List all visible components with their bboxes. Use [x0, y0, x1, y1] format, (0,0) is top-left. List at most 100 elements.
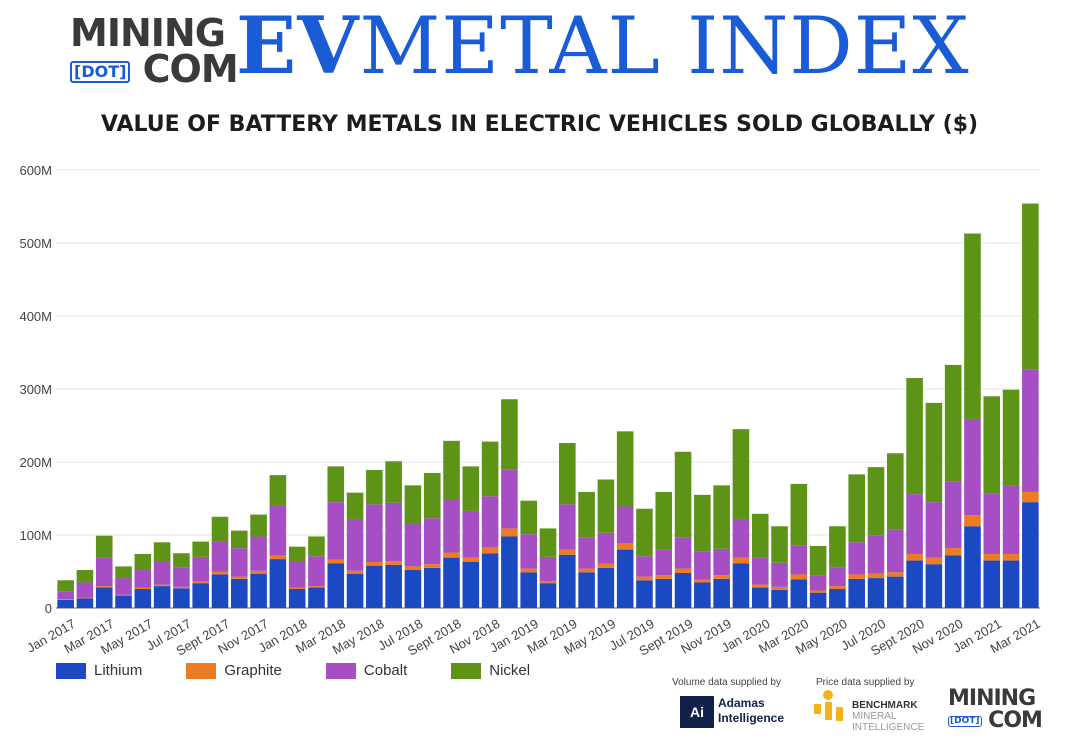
logo-dot-text: [DOT]	[70, 60, 131, 83]
bar-nickel	[539, 528, 557, 557]
bar-nickel	[674, 451, 692, 538]
bar-graphite	[192, 580, 209, 584]
bar-lithium	[443, 557, 460, 608]
bar-cobalt	[250, 536, 267, 571]
bar-lithium	[925, 564, 943, 608]
bar-graphite	[848, 574, 865, 579]
bar-nickel	[366, 470, 383, 505]
bar-cobalt	[983, 493, 1001, 554]
legend-item-lithium: Lithium	[56, 662, 142, 679]
benchmark-logo-text: BENCHMARK MINERAL INTELLIGENCE	[852, 700, 924, 733]
bar-cobalt	[404, 524, 422, 567]
bar-lithium	[520, 572, 537, 608]
bar-lithium	[1022, 502, 1039, 608]
footer-logo-com-text: COM	[988, 708, 1043, 733]
bar-nickel	[848, 474, 865, 543]
y-tick-label: 0	[45, 601, 52, 616]
bar-cobalt	[443, 499, 460, 553]
bars	[57, 203, 1039, 608]
bar-lithium	[481, 553, 499, 608]
bar-lithium	[327, 563, 345, 608]
legend-swatch	[186, 662, 217, 679]
bar-graphite	[423, 564, 441, 568]
bar-nickel	[211, 516, 229, 542]
bar-nickel	[308, 536, 325, 557]
bar-lithium	[211, 574, 229, 608]
bar-lithium	[809, 592, 827, 608]
bar-cobalt	[694, 551, 711, 580]
logo-mining-text: MINING	[70, 11, 226, 55]
bar-graphite	[308, 586, 325, 588]
bar-cobalt	[385, 502, 402, 562]
bar-lithium	[597, 567, 615, 608]
bar-lithium	[404, 570, 422, 608]
bar-graphite	[1022, 491, 1039, 503]
bar-cobalt	[790, 545, 808, 575]
bar-graphite	[115, 594, 132, 596]
index-title-ev: EV	[236, 0, 360, 92]
bar-cobalt	[1022, 369, 1039, 492]
bar-lithium	[95, 587, 113, 608]
bench-line2: MINERAL	[852, 711, 897, 722]
price-data-label: Price data supplied by	[816, 677, 915, 688]
footer-logo-mining-text: MINING	[948, 686, 1036, 711]
bar-graphite	[76, 597, 94, 599]
bar-nickel	[192, 541, 209, 557]
bar-graphite	[404, 566, 422, 571]
bar-cobalt	[366, 504, 383, 563]
bar-lithium	[655, 578, 673, 608]
bar-graphite	[964, 515, 981, 527]
bar-lithium	[1002, 560, 1020, 608]
bar-graphite	[732, 557, 750, 564]
bar-lithium	[694, 582, 711, 608]
y-tick-label: 200M	[19, 455, 52, 470]
bar-lithium	[539, 583, 557, 608]
bar-lithium	[887, 576, 904, 608]
legend-label: Graphite	[224, 662, 282, 679]
bar-nickel	[269, 475, 287, 506]
bar-lithium	[790, 579, 808, 608]
bar-lithium	[578, 572, 595, 608]
bar-nickel	[57, 580, 74, 592]
bar-cobalt	[925, 502, 943, 558]
bar-graphite	[906, 553, 923, 561]
bar-nickel	[173, 553, 190, 568]
bar-nickel	[520, 500, 537, 535]
bar-cobalt	[192, 556, 209, 581]
bar-nickel	[578, 491, 595, 538]
bar-nickel	[713, 485, 730, 549]
bar-nickel	[829, 526, 846, 568]
bar-graphite	[231, 576, 248, 579]
mining-dot-com-logo: MINING [DOT] COM	[70, 11, 239, 91]
bar-lithium	[829, 589, 846, 608]
bar-lithium	[713, 578, 730, 608]
bar-cobalt	[887, 529, 904, 573]
header: MINING [DOT] COM EVMETAL INDEX	[0, 0, 1079, 100]
bar-nickel	[76, 570, 94, 583]
logo-com-text: COM	[142, 47, 239, 91]
bar-graphite	[481, 547, 499, 554]
bar-nickel	[944, 364, 962, 482]
bar-lithium	[674, 572, 692, 608]
bar-nickel	[481, 441, 499, 497]
bar-nickel	[771, 526, 788, 563]
bar-cobalt	[308, 556, 325, 587]
bar-graphite	[559, 549, 576, 555]
bar-graphite	[443, 552, 460, 558]
bar-nickel	[983, 396, 1001, 494]
legend: Lithium Graphite Cobalt Nickel	[56, 662, 574, 679]
bar-nickel	[404, 485, 422, 525]
bar-graphite	[134, 587, 152, 590]
bar-cobalt	[57, 591, 74, 600]
bar-cobalt	[867, 535, 885, 574]
bar-cobalt	[539, 556, 557, 581]
bar-cobalt	[964, 418, 981, 516]
bar-graphite	[173, 586, 190, 589]
bar-nickel	[385, 461, 402, 503]
bar-graphite	[809, 590, 827, 593]
bar-lithium	[153, 586, 171, 608]
legend-swatch	[451, 662, 482, 679]
bar-nickel	[616, 431, 634, 507]
bar-lithium	[115, 595, 132, 608]
bar-nickel	[95, 535, 113, 558]
